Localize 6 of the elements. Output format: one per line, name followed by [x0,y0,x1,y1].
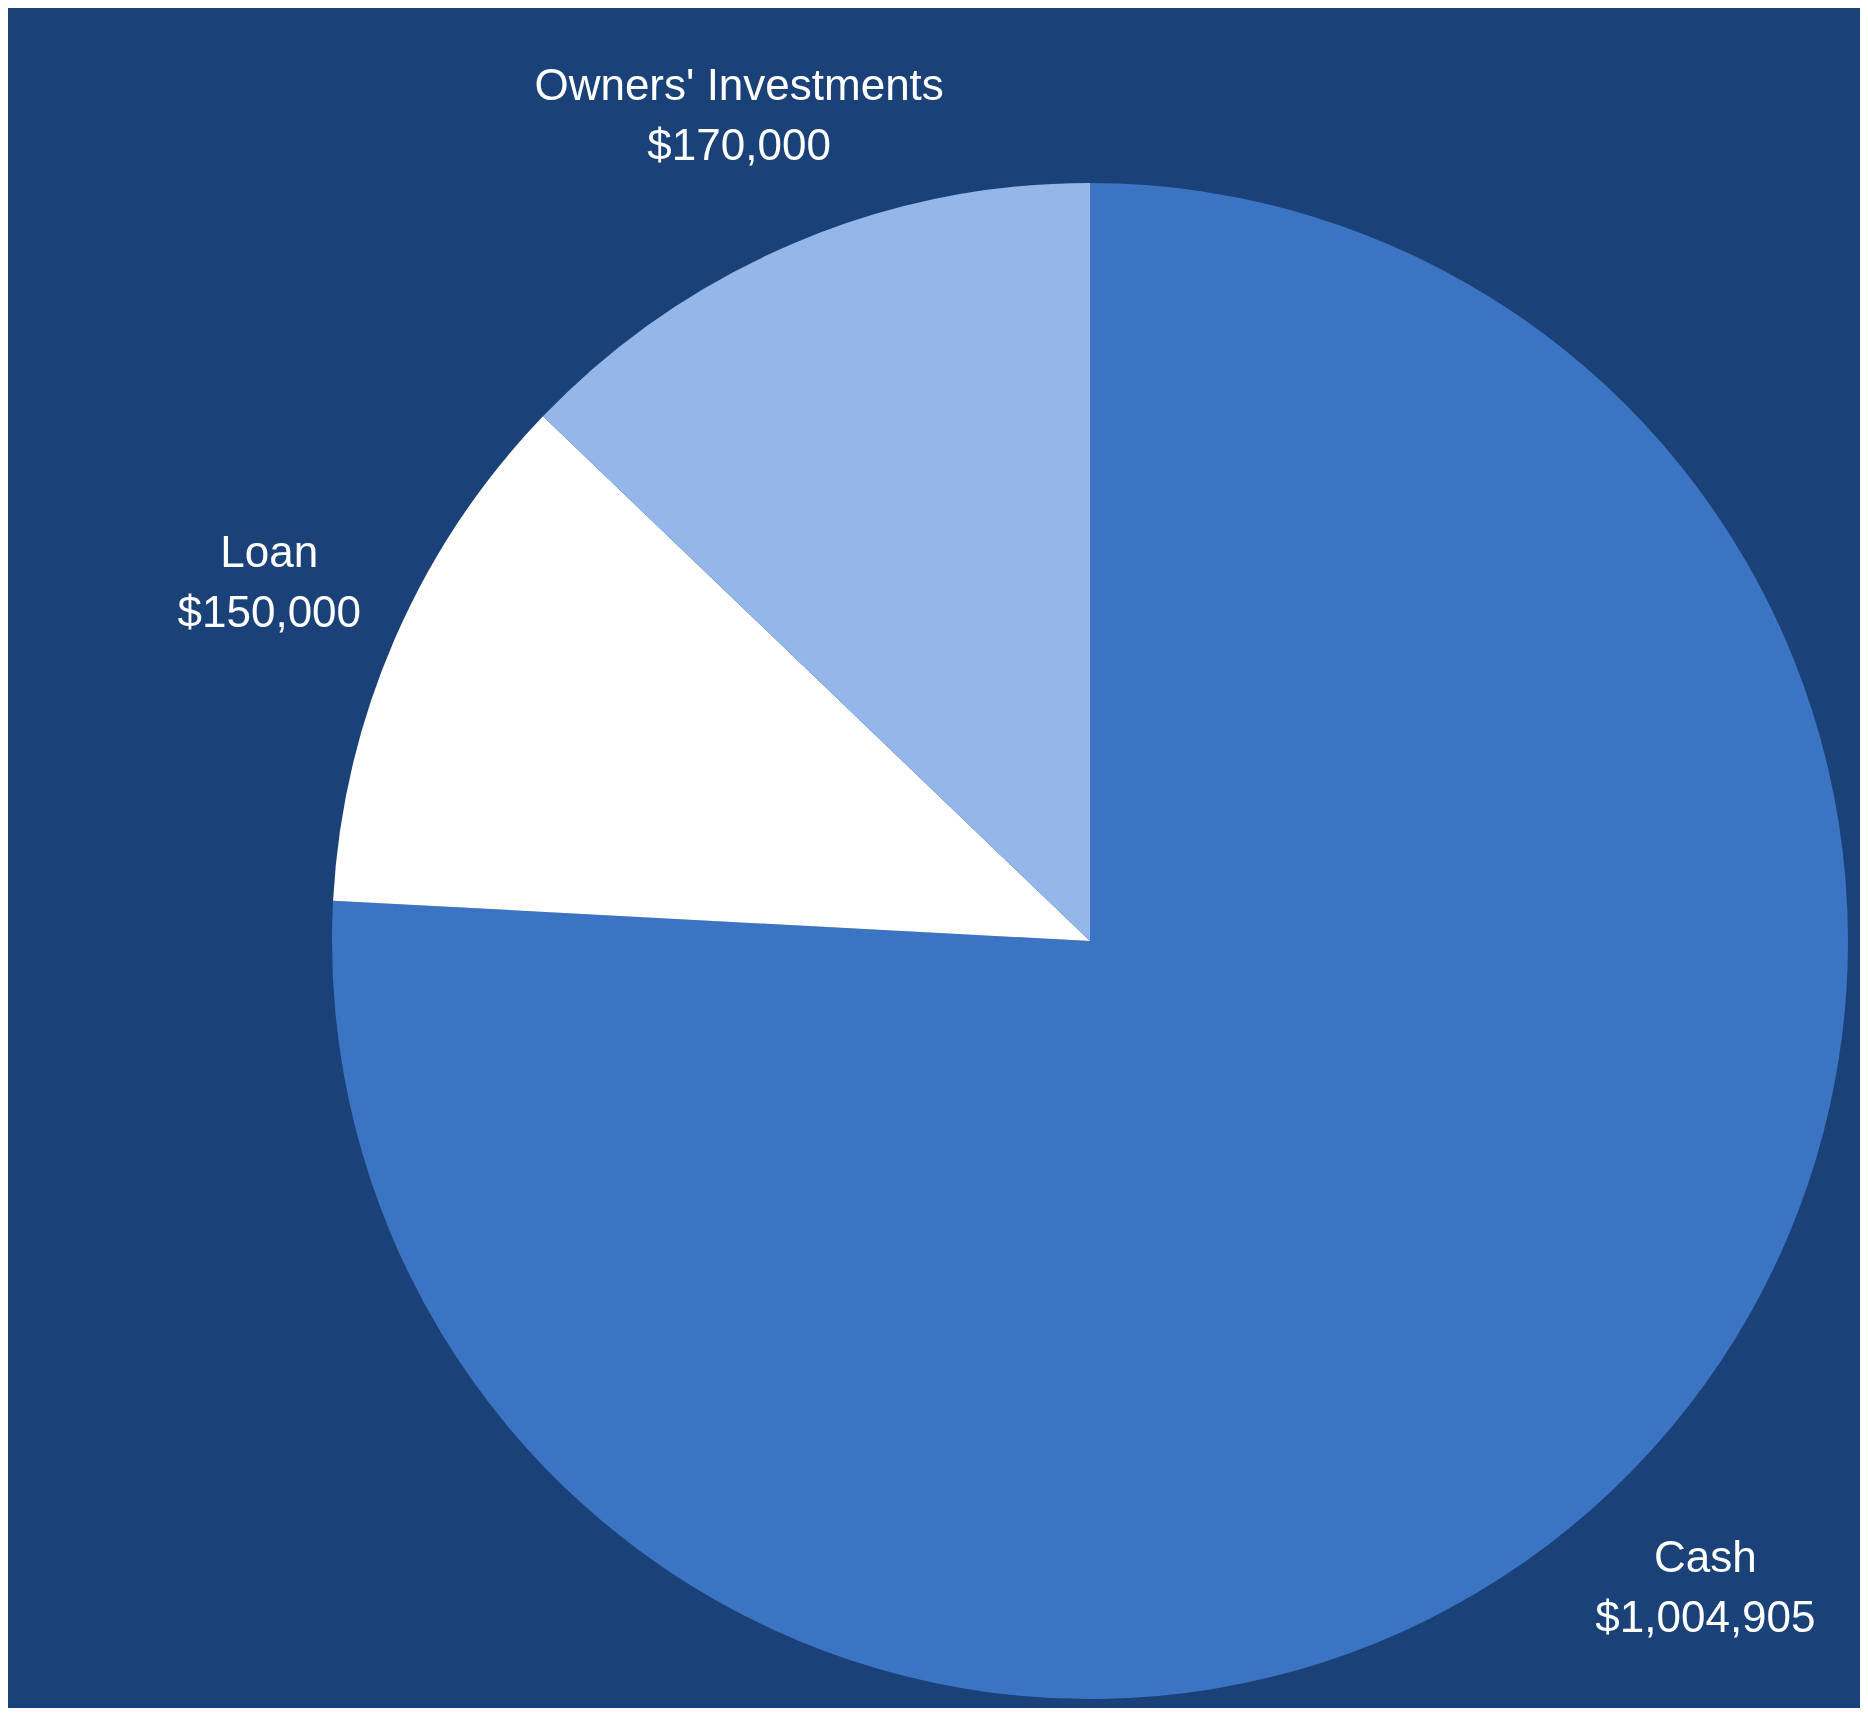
slice-label: Owners' Investments [534,60,944,110]
data-label: $170,000 [647,120,831,170]
data-label: $150,000 [177,587,362,637]
slice-label: Cash [1654,1532,1757,1582]
slice-label: Loan [220,527,319,577]
data-label: $1,004,905 [1595,1592,1816,1642]
